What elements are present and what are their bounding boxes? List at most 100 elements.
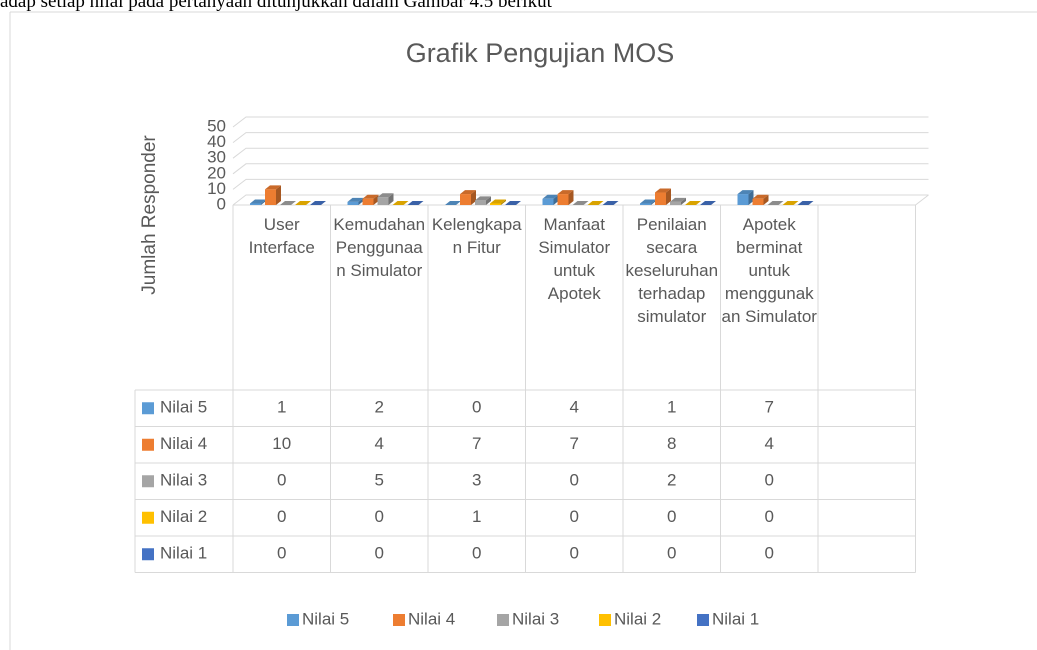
- table-value: 0: [570, 507, 579, 526]
- bar-top: [265, 185, 281, 190]
- table-value: 1: [472, 507, 481, 526]
- bar-side: [471, 190, 476, 205]
- bar-top: [782, 201, 799, 205]
- grid-line: [232, 163, 929, 175]
- bar: [347, 201, 359, 205]
- bar-top: [700, 201, 716, 205]
- bar-top: [460, 190, 476, 195]
- y-tick-label: 40: [207, 132, 226, 151]
- legend-key: [393, 614, 405, 626]
- table-value: 0: [570, 544, 579, 563]
- bar-side: [748, 190, 754, 205]
- bar-top: [445, 201, 461, 205]
- bar-side: [763, 194, 769, 205]
- grid-line: [232, 178, 929, 190]
- table-value: 3: [472, 471, 481, 490]
- category-label: Apotek berminat untuk menggunakan Simula…: [721, 215, 817, 326]
- table-legend-key: [142, 548, 154, 561]
- table-value: 8: [667, 434, 676, 453]
- table-value: 4: [570, 398, 579, 417]
- bar: [250, 203, 261, 205]
- table-series-name: Nilai 4: [160, 434, 207, 453]
- table-value: 1: [277, 398, 286, 417]
- y-tick-label: 30: [207, 148, 226, 167]
- legend-label: Nilai 3: [512, 609, 559, 628]
- table-series-name: Nilai 3: [160, 471, 207, 490]
- bar: [557, 194, 569, 205]
- bar-side: [568, 190, 574, 205]
- table-value: 7: [472, 434, 481, 453]
- grid-line: [232, 147, 929, 159]
- bar-side: [681, 197, 686, 205]
- table-series-name: Nilai 2: [160, 507, 207, 526]
- legend-label: Nilai 2: [614, 609, 661, 628]
- bar-top: [490, 199, 506, 204]
- bar-top: [362, 194, 379, 199]
- bar: [490, 203, 501, 205]
- bar-top: [797, 201, 814, 205]
- table-value: 10: [272, 434, 291, 453]
- table-value: 0: [667, 544, 676, 563]
- table-value: 2: [375, 398, 384, 417]
- bar: [377, 197, 389, 205]
- bar-top: [557, 190, 574, 195]
- bar-top: [602, 201, 619, 205]
- table-legend-key: [142, 402, 154, 415]
- legend-label: Nilai 4: [408, 609, 455, 628]
- bar-top: [392, 201, 409, 205]
- table-value: 0: [277, 507, 286, 526]
- table-value: 7: [765, 398, 774, 417]
- table-value: 0: [277, 544, 286, 563]
- bar-side: [486, 196, 491, 205]
- bar-side: [388, 193, 394, 205]
- y-axis-title: Jumlah Responder: [139, 135, 160, 295]
- bar-top: [475, 196, 491, 201]
- table-value: 0: [570, 471, 579, 490]
- table-value: 0: [667, 507, 676, 526]
- bar-side: [553, 194, 559, 205]
- bar-top: [685, 201, 701, 205]
- table-value: 5: [375, 471, 384, 490]
- bar-side: [276, 185, 281, 205]
- category-label: User Interface: [248, 215, 315, 257]
- bar-top: [655, 188, 671, 193]
- bar-top: [640, 199, 656, 204]
- bar-side: [358, 197, 364, 205]
- table-value: 2: [667, 471, 676, 490]
- bar: [475, 200, 486, 205]
- category-label: Manfaat Simulator untuk Apotek: [538, 215, 611, 303]
- bar-side: [666, 188, 671, 205]
- bar-top: [587, 201, 604, 205]
- y-tick-label: 10: [207, 179, 226, 198]
- bar: [670, 201, 681, 205]
- table-value: 0: [472, 544, 481, 563]
- bar-top: [295, 201, 311, 205]
- legend-key: [599, 614, 611, 626]
- bar: [265, 189, 276, 205]
- y-tick-label: 50: [207, 116, 226, 135]
- table-value: 0: [375, 544, 384, 563]
- table-value: 4: [765, 434, 774, 453]
- bar-top: [670, 197, 686, 202]
- bar: [362, 198, 374, 205]
- legend-label: Nilai 1: [712, 609, 759, 628]
- bar-top: [737, 190, 754, 195]
- category-label: Kelengkapan Fitur: [431, 215, 522, 257]
- bar: [737, 194, 749, 205]
- legend-key: [287, 614, 299, 626]
- legend-label: Nilai 5: [302, 609, 349, 628]
- bar-top: [407, 201, 424, 205]
- y-tick-label: 0: [217, 194, 226, 213]
- category-label: Kemudahan Penggunaan Simulator: [333, 215, 426, 280]
- bar: [752, 198, 764, 205]
- table-value: 0: [277, 471, 286, 490]
- table-series-name: Nilai 5: [160, 398, 207, 417]
- bar: [542, 198, 554, 205]
- bar-top: [280, 201, 296, 205]
- bar: [460, 194, 471, 205]
- table-value: 7: [570, 434, 579, 453]
- caption-text: adap setiap nilai pada pertanyaan ditunj…: [0, 0, 552, 12]
- bar-top: [377, 193, 394, 198]
- grid-line: [232, 116, 929, 128]
